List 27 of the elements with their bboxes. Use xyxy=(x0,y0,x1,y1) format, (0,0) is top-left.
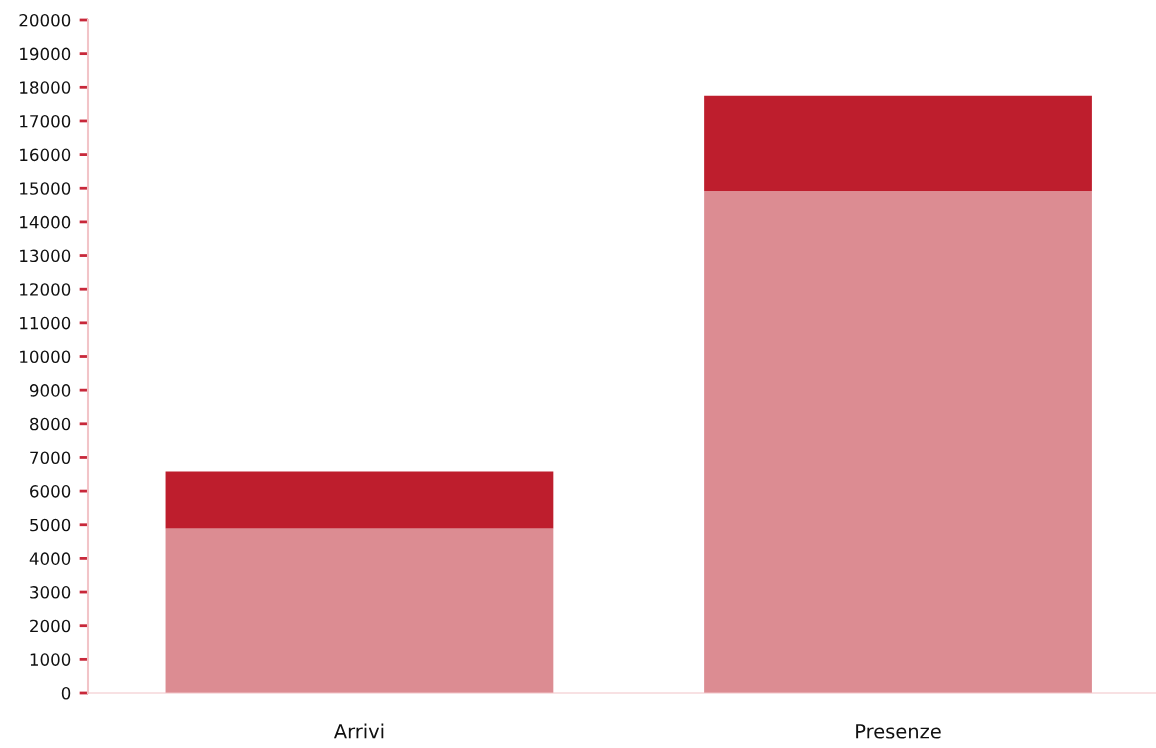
y-tick-label: 8000 xyxy=(30,417,71,431)
y-tick-label: 18000 xyxy=(20,81,71,94)
y-tick-label: 16000 xyxy=(20,148,71,162)
y-tick-label: 17000 xyxy=(20,114,71,128)
y-tick-label: 20000 xyxy=(19,13,71,27)
x-tick-label: Arrivi xyxy=(333,723,384,739)
y-tick-label: 13000 xyxy=(20,249,71,263)
x-tick-label: Presenze xyxy=(856,724,941,739)
y-tick-label: 19000 xyxy=(20,47,71,61)
y-tick-label: 12000 xyxy=(20,283,71,296)
y-tick-label: 10000 xyxy=(20,350,71,364)
y-tick-label: 1000 xyxy=(30,653,71,666)
bar xyxy=(704,190,1092,693)
y-tick-label: 14000 xyxy=(20,215,71,229)
y-tick-label: 9000 xyxy=(29,384,71,397)
y-tick-label: 4000 xyxy=(29,552,71,565)
y-tick-label: 3000 xyxy=(30,586,71,599)
y-tick-label: 7000 xyxy=(30,451,71,465)
y-tick-label: 2000 xyxy=(30,619,71,633)
bar xyxy=(704,95,1092,191)
y-tick-label: 11000 xyxy=(20,316,71,330)
bar xyxy=(165,471,554,529)
y-tick-label: 0 xyxy=(61,686,71,700)
bar xyxy=(165,528,554,693)
y-tick-label: 15000 xyxy=(20,182,71,195)
y-tick-label: 6000 xyxy=(30,485,71,498)
y-tick-label: 5000 xyxy=(30,518,71,532)
